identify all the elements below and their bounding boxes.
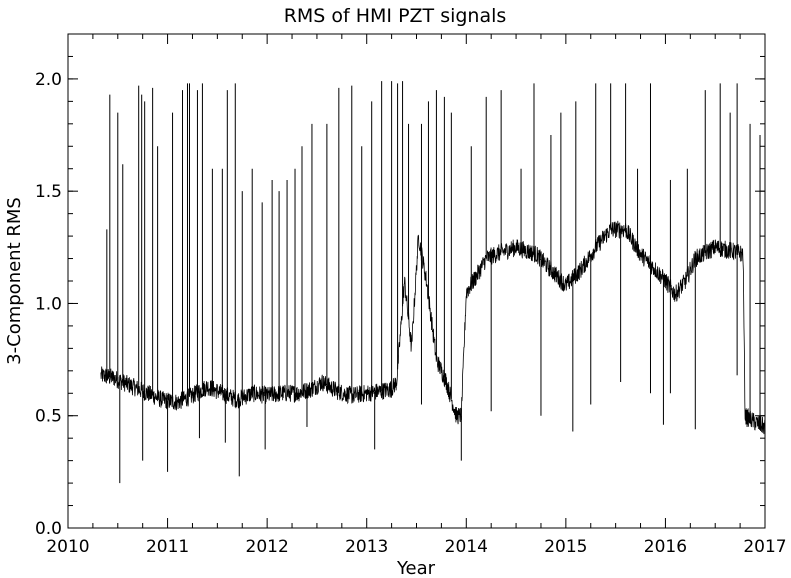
- chart-title: RMS of HMI PZT signals: [284, 5, 507, 27]
- x-tick-label: 2016: [644, 537, 687, 557]
- y-tick-label: 0.0: [35, 519, 62, 539]
- y-tick-label: 0.5: [35, 407, 62, 427]
- x-tick-label: 2010: [46, 537, 89, 557]
- data-series: [100, 81, 766, 484]
- y-tick-label: 1.5: [35, 182, 62, 202]
- x-tick-label: 2017: [743, 537, 786, 557]
- series-line: [100, 220, 766, 435]
- x-tick-label: 2014: [445, 537, 488, 557]
- x-tick-label: 2015: [544, 537, 587, 557]
- y-tick-label: 2.0: [35, 70, 62, 90]
- y-axis: 0.0 0.5 1.0 1.5 2.0: [35, 55, 765, 539]
- x-axis-label: Year: [396, 558, 436, 578]
- x-tick-label: 2013: [345, 537, 388, 557]
- x-axis: 2010 2011 2012 2013 2014 2015 2016 2017: [46, 34, 787, 557]
- y-axis-label: 3-Component RMS: [4, 197, 25, 365]
- x-tick-label: 2012: [246, 537, 289, 557]
- y-tick-label: 1.0: [35, 294, 62, 314]
- x-tick-label: 2011: [146, 537, 189, 557]
